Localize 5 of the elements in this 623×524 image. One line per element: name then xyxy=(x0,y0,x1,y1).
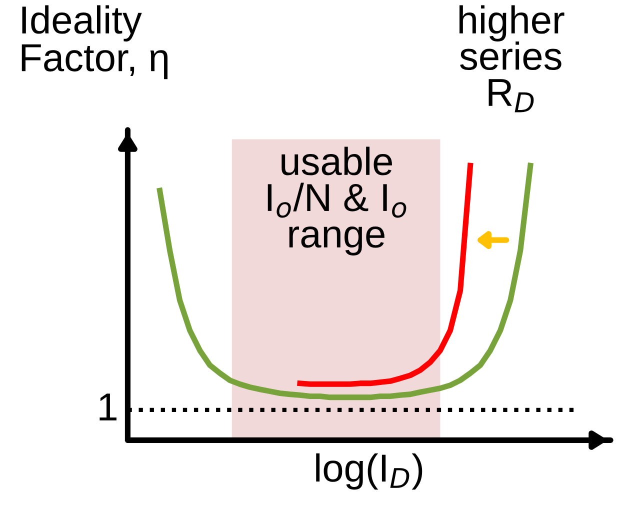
y-axis-title: Ideality Factor, η xyxy=(22,5,168,80)
text: 1 xyxy=(100,394,116,420)
annotation: usable I$_{o}$/N & I$_{o}$ range xyxy=(268,146,406,256)
x-axis-title: log(I$_{D}$) xyxy=(316,453,422,490)
text: higher series R$_{D}$ xyxy=(460,5,564,112)
